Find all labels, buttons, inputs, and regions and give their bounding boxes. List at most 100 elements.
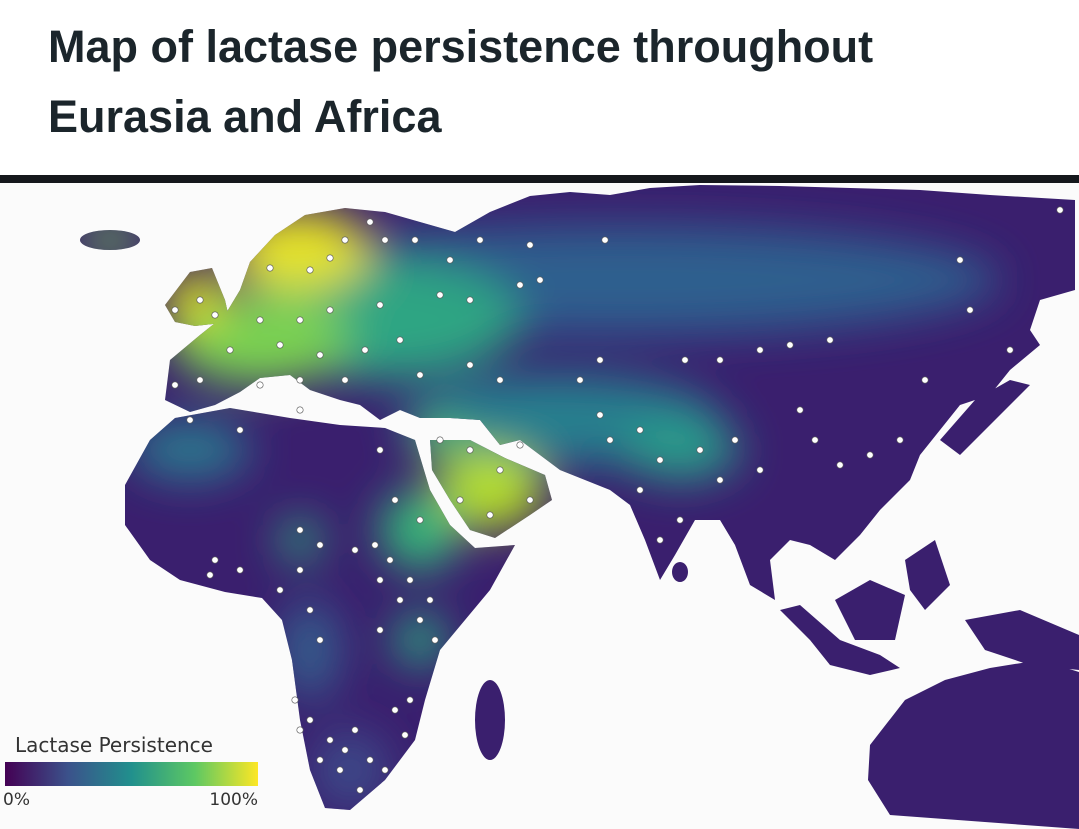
sample-point (526, 241, 534, 249)
sample-point (1056, 206, 1064, 214)
sample-point (476, 236, 484, 244)
sample-point (376, 301, 384, 309)
sample-point (336, 766, 344, 774)
sample-point (956, 256, 964, 264)
legend: Lactase Persistence 0% 100% (3, 733, 258, 810)
sample-point (811, 436, 819, 444)
sample-point (291, 696, 299, 704)
sample-point (396, 596, 404, 604)
sample-point (406, 696, 414, 704)
sample-point (326, 736, 334, 744)
sample-point (391, 706, 399, 714)
sample-point (466, 446, 474, 454)
sample-point (381, 236, 389, 244)
sample-point (921, 376, 929, 384)
sample-point (786, 341, 794, 349)
sample-point (316, 756, 324, 764)
sample-point (296, 316, 304, 324)
sample-point (396, 336, 404, 344)
map: Lactase Persistence 0% 100% (0, 183, 1079, 829)
sample-point (431, 636, 439, 644)
sample-point (416, 371, 424, 379)
sample-point (211, 311, 219, 319)
sample-point (966, 306, 974, 314)
sample-point (376, 446, 384, 454)
sample-point (276, 586, 284, 594)
sample-point (306, 606, 314, 614)
sample-point (896, 436, 904, 444)
sample-point (171, 306, 179, 314)
sample-point (606, 436, 614, 444)
legend-min-label: 0% (3, 790, 30, 810)
sample-point (371, 541, 379, 549)
sample-point (356, 786, 364, 794)
sample-point (826, 336, 834, 344)
sample-point (196, 296, 204, 304)
sample-point (716, 476, 724, 484)
sample-point (296, 376, 304, 384)
sample-point (316, 351, 324, 359)
sample-point (536, 276, 544, 284)
sample-point (366, 756, 374, 764)
sample-point (296, 526, 304, 534)
sample-point (386, 556, 394, 564)
sample-point (436, 291, 444, 299)
sample-point (496, 376, 504, 384)
sample-point (596, 411, 604, 419)
sample-point (656, 456, 664, 464)
sample-point (236, 566, 244, 574)
divider-bar (0, 175, 1079, 183)
persistence-surface (80, 210, 1000, 810)
sample-point (306, 716, 314, 724)
legend-max-label: 100% (209, 790, 258, 810)
sample-point (326, 306, 334, 314)
sample-point (756, 466, 764, 474)
sample-point (351, 726, 359, 734)
sample-point (236, 426, 244, 434)
sample-point (656, 536, 664, 544)
sample-point (636, 486, 644, 494)
sample-point (266, 264, 274, 272)
sample-point (436, 436, 444, 444)
sample-point (601, 236, 609, 244)
sample-point (171, 381, 179, 389)
sample-point (516, 441, 524, 449)
sample-point (406, 576, 414, 584)
sample-point (456, 496, 464, 504)
sample-point (361, 346, 369, 354)
sample-points (171, 206, 1064, 794)
sample-point (256, 316, 264, 324)
sample-point (296, 726, 304, 734)
sample-point (1006, 346, 1014, 354)
sample-point (796, 406, 804, 414)
sample-point (316, 541, 324, 549)
sample-point (716, 356, 724, 364)
sample-point (211, 556, 219, 564)
sample-point (196, 376, 204, 384)
sample-point (341, 746, 349, 754)
sample-point (526, 496, 534, 504)
sample-point (341, 376, 349, 384)
sample-point (731, 436, 739, 444)
sample-point (276, 341, 284, 349)
sample-point (681, 356, 689, 364)
legend-colorbar (5, 762, 258, 786)
sample-point (486, 511, 494, 519)
sample-point (466, 296, 474, 304)
sample-point (636, 426, 644, 434)
sample-point (376, 576, 384, 584)
sample-point (206, 571, 214, 579)
sample-point (186, 416, 194, 424)
sample-point (381, 766, 389, 774)
sample-point (256, 381, 264, 389)
sample-point (411, 236, 419, 244)
sample-point (446, 256, 454, 264)
sample-point (466, 361, 474, 369)
sample-point (316, 636, 324, 644)
sample-point (516, 281, 524, 289)
sample-point (866, 451, 874, 459)
sample-point (376, 626, 384, 634)
sample-point (351, 546, 359, 554)
sample-point (576, 376, 584, 384)
